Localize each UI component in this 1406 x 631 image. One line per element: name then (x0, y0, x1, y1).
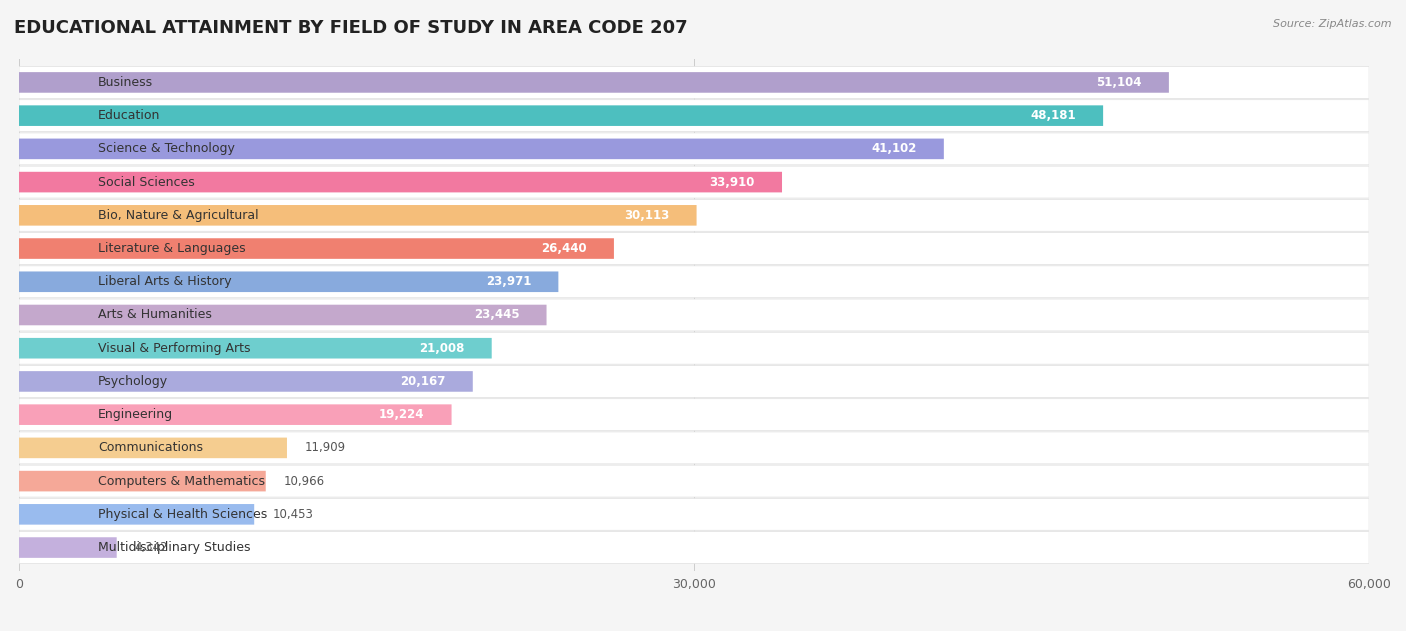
FancyBboxPatch shape (20, 399, 1369, 430)
Text: Bio, Nature & Agricultural: Bio, Nature & Agricultural (98, 209, 259, 222)
FancyBboxPatch shape (20, 537, 117, 558)
FancyBboxPatch shape (20, 205, 696, 226)
FancyBboxPatch shape (20, 271, 558, 292)
FancyBboxPatch shape (20, 72, 1168, 93)
Text: Physical & Health Sciences: Physical & Health Sciences (98, 508, 267, 521)
Text: 23,445: 23,445 (474, 309, 520, 321)
FancyBboxPatch shape (20, 305, 547, 326)
FancyBboxPatch shape (20, 338, 492, 358)
Text: 10,966: 10,966 (284, 475, 325, 488)
Text: Source: ZipAtlas.com: Source: ZipAtlas.com (1274, 19, 1392, 29)
FancyBboxPatch shape (20, 100, 1369, 132)
FancyBboxPatch shape (20, 432, 1369, 464)
FancyBboxPatch shape (20, 371, 472, 392)
Text: Communications: Communications (98, 442, 202, 454)
FancyBboxPatch shape (20, 239, 614, 259)
Text: Psychology: Psychology (98, 375, 167, 388)
Text: Liberal Arts & History: Liberal Arts & History (98, 275, 232, 288)
Text: 30,113: 30,113 (624, 209, 669, 222)
Text: 4,342: 4,342 (135, 541, 169, 554)
Text: Business: Business (98, 76, 153, 89)
Text: 23,971: 23,971 (486, 275, 531, 288)
FancyBboxPatch shape (20, 133, 1369, 165)
Text: EDUCATIONAL ATTAINMENT BY FIELD OF STUDY IN AREA CODE 207: EDUCATIONAL ATTAINMENT BY FIELD OF STUDY… (14, 19, 688, 37)
Text: Computers & Mathematics: Computers & Mathematics (98, 475, 264, 488)
Text: 48,181: 48,181 (1031, 109, 1076, 122)
Text: Education: Education (98, 109, 160, 122)
FancyBboxPatch shape (20, 365, 1369, 398)
Text: 41,102: 41,102 (872, 143, 917, 155)
FancyBboxPatch shape (20, 266, 1369, 298)
Text: Engineering: Engineering (98, 408, 173, 421)
Text: 20,167: 20,167 (401, 375, 446, 388)
Text: 26,440: 26,440 (541, 242, 586, 255)
Text: 19,224: 19,224 (380, 408, 425, 421)
FancyBboxPatch shape (20, 404, 451, 425)
Text: Social Sciences: Social Sciences (98, 175, 194, 189)
FancyBboxPatch shape (20, 465, 1369, 497)
Text: Literature & Languages: Literature & Languages (98, 242, 246, 255)
Text: 10,453: 10,453 (273, 508, 314, 521)
Text: 11,909: 11,909 (305, 442, 346, 454)
FancyBboxPatch shape (20, 531, 1369, 563)
FancyBboxPatch shape (20, 471, 266, 492)
FancyBboxPatch shape (20, 139, 943, 159)
Text: 51,104: 51,104 (1097, 76, 1142, 89)
FancyBboxPatch shape (20, 333, 1369, 364)
FancyBboxPatch shape (20, 166, 1369, 198)
Text: Arts & Humanities: Arts & Humanities (98, 309, 212, 321)
Text: Science & Technology: Science & Technology (98, 143, 235, 155)
FancyBboxPatch shape (20, 199, 1369, 232)
FancyBboxPatch shape (20, 66, 1369, 98)
FancyBboxPatch shape (20, 498, 1369, 530)
Text: 21,008: 21,008 (419, 342, 465, 355)
Text: Visual & Performing Arts: Visual & Performing Arts (98, 342, 250, 355)
FancyBboxPatch shape (20, 299, 1369, 331)
Text: 33,910: 33,910 (710, 175, 755, 189)
FancyBboxPatch shape (20, 172, 782, 192)
FancyBboxPatch shape (20, 504, 254, 524)
Text: Multidisciplinary Studies: Multidisciplinary Studies (98, 541, 250, 554)
FancyBboxPatch shape (20, 233, 1369, 264)
FancyBboxPatch shape (20, 105, 1104, 126)
FancyBboxPatch shape (20, 437, 287, 458)
